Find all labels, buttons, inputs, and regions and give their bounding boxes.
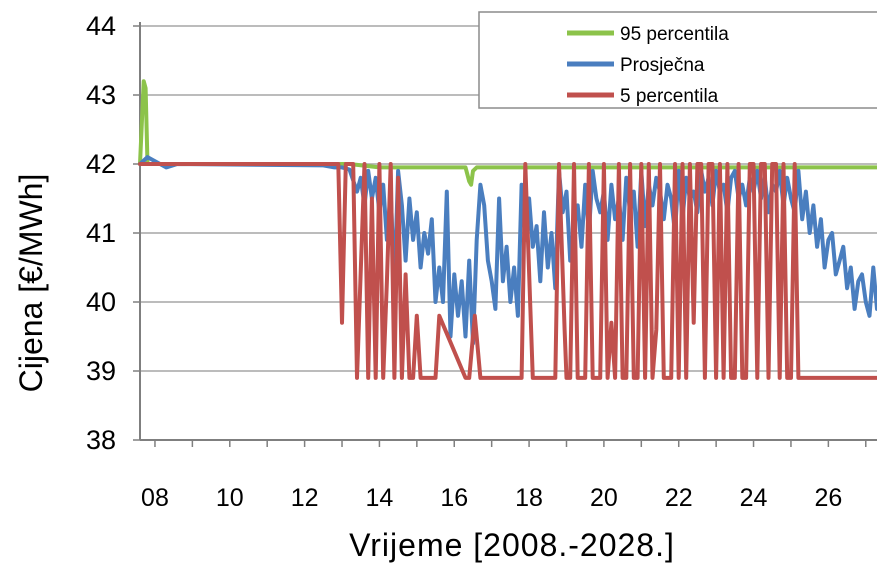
y-tick-label: 41 <box>86 218 116 248</box>
x-tick-label: 18 <box>515 484 543 512</box>
x-tick-label: 20 <box>590 484 618 512</box>
y-tick-label: 42 <box>86 149 116 179</box>
plot-area <box>138 79 877 380</box>
tick-labels: 38 39 40 41 42 43 44 08 10 12 14 16 18 20 22 24 26 <box>86 11 842 512</box>
x-tick-label: 24 <box>740 484 768 512</box>
axes <box>133 22 877 447</box>
x-axis-title: Vrijeme [2008.-2028.] <box>349 527 675 563</box>
y-tick-label: 40 <box>86 287 116 317</box>
x-tick-label: 08 <box>141 484 169 512</box>
legend-box <box>478 11 877 109</box>
legend-label: 95 percentila <box>620 24 729 45</box>
legend-label: 5 percentila <box>620 86 719 107</box>
legend: 95 percentila Prosječna 5 percentila <box>478 11 877 109</box>
series-line-3 <box>138 162 877 380</box>
x-tick-label: 26 <box>814 484 842 512</box>
x-tick-label: 16 <box>440 484 468 512</box>
y-axis-title: Cijena [€/MWh] <box>13 174 49 393</box>
y-tick-label: 39 <box>86 356 116 386</box>
legend-label: Prosječna <box>620 55 705 76</box>
x-tick-label: 22 <box>665 484 693 512</box>
x-tick-label: 12 <box>291 484 319 512</box>
x-tick-label: 10 <box>216 484 244 512</box>
x-tick-label: 14 <box>366 484 394 512</box>
y-tick-label: 43 <box>86 80 116 110</box>
y-tick-label: 38 <box>86 425 116 455</box>
y-tick-label: 44 <box>86 11 116 41</box>
